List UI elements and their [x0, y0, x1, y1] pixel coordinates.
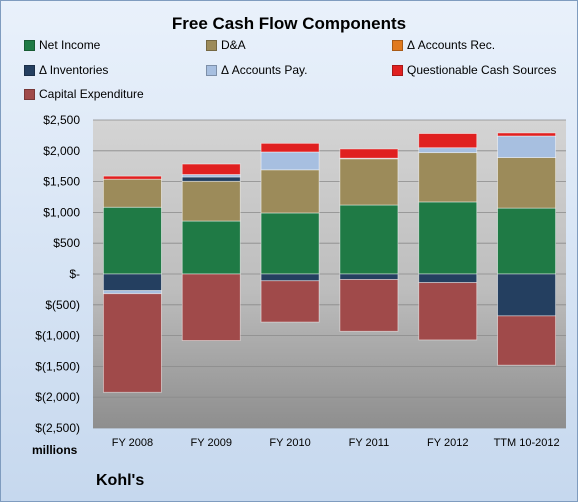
legend-swatch — [206, 39, 217, 51]
legend-swatch — [24, 64, 35, 76]
bar-segment — [260, 280, 320, 323]
bar-segment — [339, 158, 399, 206]
y-tick-label: $(1,500) — [35, 359, 80, 373]
chart-title: Free Cash Flow Components — [171, 14, 407, 33]
bar-segment — [497, 315, 556, 366]
y-tick-label: $(2,500) — [35, 421, 80, 435]
bar-segment — [181, 163, 241, 175]
bar-segment — [418, 147, 478, 154]
bar-segment — [339, 273, 399, 280]
bar-segment — [103, 178, 162, 208]
bar-segment — [260, 169, 320, 214]
y-tick-label: $(2,000) — [35, 390, 80, 404]
bar-segment — [260, 142, 320, 153]
units-label: millions — [32, 443, 78, 457]
x-tick-label: TTM 10-2012 — [494, 437, 560, 449]
y-tick-label: $1,000 — [43, 205, 80, 219]
bar-segment — [497, 207, 556, 275]
bar-segment — [260, 212, 320, 275]
bar-segment — [497, 135, 556, 158]
legend-item-accounts-rec: Δ Accounts Rec. — [392, 38, 495, 52]
y-tick-label: $2,500 — [43, 113, 80, 127]
bar-segment — [181, 176, 241, 182]
legend-swatch — [392, 39, 403, 51]
bar-segment — [418, 152, 478, 203]
x-tick-label: FY 2009 — [191, 437, 232, 449]
bar-segment — [339, 148, 399, 159]
bar-segment — [418, 133, 478, 149]
bar-segment — [181, 180, 241, 222]
bar-segment — [418, 201, 478, 275]
legend-swatch — [24, 39, 35, 51]
legend-label: Capital Expenditure — [39, 87, 144, 101]
bar-segment — [103, 293, 162, 393]
bar-segment — [181, 273, 241, 341]
x-tick-label: FY 2008 — [112, 437, 153, 449]
y-tick-label: $(1,000) — [35, 329, 80, 343]
legend-swatch — [206, 64, 217, 76]
bar-segment — [181, 220, 241, 275]
legend: Net Income D&A Δ Accounts Rec. Δ Invento… — [0, 0, 578, 110]
x-tick-label: FY 2010 — [269, 437, 310, 449]
x-tick-label: FY 2012 — [427, 437, 468, 449]
y-tick-label: $2,000 — [43, 144, 80, 158]
bar-segment — [339, 204, 399, 275]
bar-segment — [339, 279, 399, 332]
company-label: Kohl's — [96, 472, 145, 489]
legend-swatch — [392, 64, 403, 76]
bar-segment — [103, 175, 162, 180]
bar-segment — [260, 151, 320, 171]
legend-label: Net Income — [39, 38, 101, 52]
legend-label: Δ Inventories — [39, 63, 109, 77]
legend-label: D&A — [221, 38, 246, 52]
y-tick-label: $1,500 — [43, 175, 80, 189]
bar-segment — [103, 273, 162, 292]
y-tick-label: $500 — [53, 236, 80, 250]
y-tick-label: $(500) — [45, 298, 80, 312]
bar-segment — [497, 273, 556, 317]
legend-item-da: D&A — [206, 38, 246, 52]
bar-segment — [418, 282, 478, 341]
legend-item-accounts-pay: Δ Accounts Pay. — [206, 63, 308, 77]
bar-segment — [497, 157, 556, 209]
legend-item-net-income: Net Income — [24, 38, 100, 52]
bar-segment — [418, 273, 478, 284]
bar-segment — [497, 132, 556, 137]
legend-item-questionable: Questionable Cash Sources — [392, 63, 556, 77]
bar-segment — [103, 206, 162, 275]
legend-swatch — [24, 88, 35, 100]
legend-item-capex: Capital Expenditure — [24, 87, 144, 101]
legend-label: Δ Accounts Pay. — [221, 63, 308, 77]
legend-label: Δ Accounts Rec. — [407, 38, 496, 52]
y-tick-label: $- — [69, 267, 80, 281]
legend-item-inventories: Δ Inventories — [24, 63, 108, 77]
bar-segment — [103, 290, 162, 295]
legend-label: Questionable Cash Sources — [407, 63, 557, 77]
x-tick-label: FY 2011 — [349, 437, 390, 449]
bar-segment — [260, 273, 320, 282]
